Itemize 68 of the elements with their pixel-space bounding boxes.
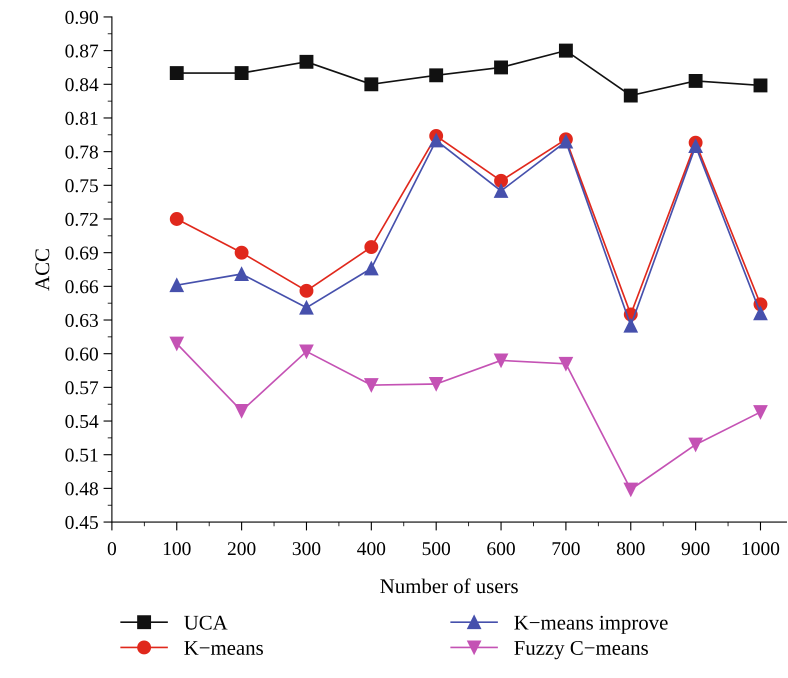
point <box>494 184 508 198</box>
x-tick-label: 100 <box>164 542 191 556</box>
point <box>300 54 314 69</box>
y-tick-label: 0.66 <box>65 280 98 294</box>
x-tick-label: 300 <box>292 542 320 556</box>
point <box>688 74 703 88</box>
point <box>234 246 249 260</box>
y-tick-label: 0.69 <box>65 246 98 260</box>
x-axis-title: Number of users <box>380 578 518 594</box>
x-tick-label: 800 <box>616 542 645 556</box>
x-tick-label: 900 <box>682 542 710 556</box>
point <box>494 174 508 188</box>
point <box>234 66 249 80</box>
point <box>624 318 638 333</box>
point <box>364 261 378 276</box>
y-tick-label: 0.48 <box>65 482 98 496</box>
point <box>429 377 444 391</box>
y-tick-label: 0.45 <box>65 516 98 530</box>
y-axis-title: ACC <box>35 249 50 291</box>
x-tick-label: 0 <box>108 542 116 556</box>
legend-label: Fuzzy C−means <box>514 640 648 660</box>
point <box>624 482 638 496</box>
y-tick-label: 0.57 <box>65 381 98 394</box>
y-tick-label: 0.75 <box>65 179 98 192</box>
point <box>170 336 184 351</box>
y-tick-label: 0.78 <box>65 145 98 159</box>
x-tick-label: 400 <box>357 542 386 556</box>
point <box>494 60 508 74</box>
point <box>170 212 184 226</box>
point <box>300 300 314 315</box>
point <box>170 278 184 292</box>
point <box>754 78 768 92</box>
point <box>364 77 378 92</box>
legend-label: UCA <box>184 616 228 630</box>
y-tick-label: 0.63 <box>65 314 98 328</box>
legend-label: K−means improve <box>514 616 668 634</box>
point <box>688 438 703 452</box>
y-tick-label: 0.90 <box>65 10 98 24</box>
y-tick-label: 0.87 <box>65 44 98 58</box>
point <box>234 267 249 281</box>
point <box>429 68 444 82</box>
point <box>364 240 378 254</box>
point <box>558 356 573 371</box>
point <box>170 66 184 80</box>
y-tick-label: 0.51 <box>65 448 98 462</box>
point <box>558 44 573 58</box>
point <box>558 134 573 148</box>
y-tick-label: 0.54 <box>65 414 98 428</box>
point <box>300 344 314 358</box>
point <box>754 405 768 420</box>
y-tick-label: 0.72 <box>65 212 98 226</box>
point <box>494 353 508 368</box>
point <box>754 306 768 320</box>
point <box>624 88 638 102</box>
y-tick-label: 0.60 <box>65 348 98 361</box>
legend-label: K−means <box>184 641 263 655</box>
x-tick-label: 200 <box>228 542 256 556</box>
x-tick-label: 700 <box>552 542 580 556</box>
x-tick-label: 500 <box>422 542 450 556</box>
point <box>429 133 444 148</box>
y-tick-label: 0.81 <box>65 112 98 125</box>
point <box>300 284 314 298</box>
x-tick-label: 1000 <box>742 542 780 556</box>
x-tick-label: 600 <box>487 542 515 556</box>
point <box>234 404 249 418</box>
y-tick-label: 0.84 <box>65 78 98 92</box>
point <box>364 378 378 392</box>
point <box>688 139 703 153</box>
